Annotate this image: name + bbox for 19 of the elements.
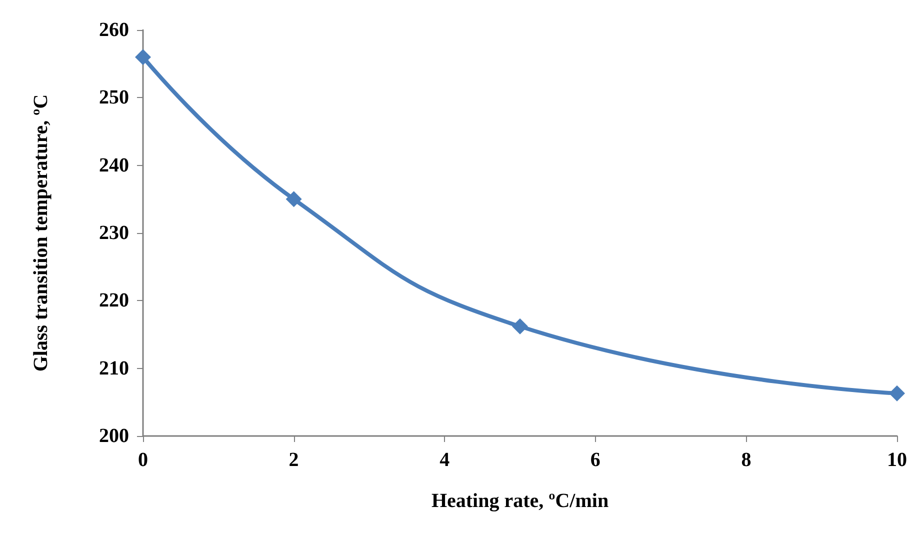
y-tick-label: 210 <box>99 357 129 380</box>
x-tick-label: 8 <box>741 449 752 471</box>
y-tick-label: 250 <box>99 86 129 109</box>
x-tick-label: 10 <box>887 449 907 471</box>
x-axis-title: Heating rate, ºC/min <box>431 490 609 512</box>
y-tick-label: 240 <box>99 154 129 176</box>
point <box>286 191 302 208</box>
point <box>889 385 905 402</box>
x-tick-label: 4 <box>440 449 450 471</box>
y-tick-label: 220 <box>99 290 129 312</box>
point <box>135 49 151 66</box>
point <box>512 318 528 334</box>
y-axis-title: Glass transition temperature, ºC <box>30 94 52 372</box>
x-tick-label: 6 <box>590 449 600 471</box>
x-tick-label: 2 <box>288 449 299 471</box>
y-tick-label: 200 <box>99 425 129 447</box>
y-tick-label: 230 <box>99 222 129 244</box>
y-tick-label: 260 <box>99 19 129 41</box>
x-tick-label: 0 <box>138 449 148 471</box>
